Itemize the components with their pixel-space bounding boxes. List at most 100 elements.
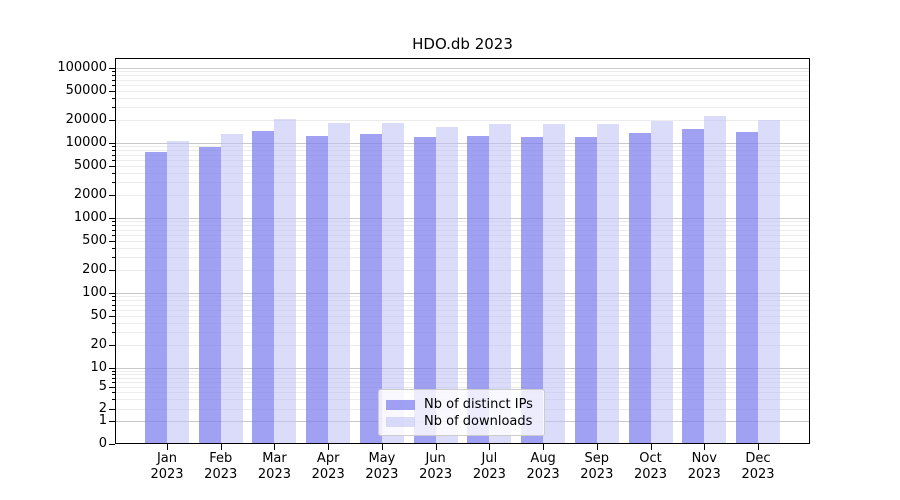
y-tick-label: 100000	[57, 60, 107, 75]
minor-gridline	[115, 374, 810, 376]
y-tick-mark	[109, 68, 115, 69]
y-tick-mark	[109, 315, 115, 317]
x-tick-month: Mar	[262, 451, 287, 466]
y-minor-tick-mark	[112, 225, 115, 227]
minor-gridline	[115, 315, 810, 317]
x-tick-month: Aug	[530, 451, 556, 466]
minor-gridline	[115, 229, 810, 231]
x-tick-month: Sep	[584, 451, 610, 466]
minor-gridline	[115, 225, 810, 227]
minor-gridline	[115, 240, 810, 242]
y-minor-tick-mark	[112, 75, 115, 77]
bar-downloads-nov	[704, 115, 727, 444]
y-tick-label: 100	[82, 285, 107, 300]
x-tick-label: Aug 2023	[511, 451, 575, 483]
y-minor-tick-mark	[112, 150, 115, 152]
bar-distinct-ips-may	[359, 133, 382, 444]
y-minor-tick-mark	[112, 229, 115, 231]
bar-distinct-ips-feb	[198, 146, 221, 444]
minor-gridline	[115, 387, 810, 388]
y-tick-mark	[109, 143, 115, 144]
y-tick-label: 2	[98, 401, 107, 416]
major-gridline	[115, 218, 810, 219]
legend-label-distinct-ips: Nb of distinct IPs	[424, 397, 533, 412]
y-tick-mark	[109, 195, 115, 197]
y-tick-mark	[109, 218, 115, 219]
minor-gridline	[115, 296, 810, 298]
minor-gridline	[115, 270, 810, 272]
y-tick-mark	[109, 293, 115, 294]
minor-gridline	[115, 247, 810, 249]
minor-gridline	[115, 150, 810, 152]
minor-gridline	[115, 377, 810, 379]
bar-downloads-mar	[274, 118, 297, 444]
x-tick-month: Dec	[745, 451, 771, 466]
minor-gridline	[115, 146, 810, 148]
bar-distinct-ips-dec	[735, 132, 758, 444]
y-tick-mark	[109, 240, 115, 242]
x-tick-mark	[328, 444, 330, 450]
bar-distinct-ips-mar	[252, 131, 275, 444]
x-tick-mark	[596, 444, 598, 450]
minor-gridline	[115, 382, 810, 383]
minor-gridline	[115, 257, 810, 259]
plot-area	[115, 58, 810, 444]
x-tick-year: 2023	[257, 467, 291, 482]
minor-gridline	[115, 309, 810, 311]
minor-gridline	[115, 165, 810, 167]
y-minor-tick-mark	[112, 97, 115, 99]
y-minor-tick-mark	[112, 392, 115, 394]
y-tick-label: 10000	[65, 135, 107, 150]
y-minor-tick-mark	[112, 84, 115, 86]
x-tick-month: Apr	[316, 451, 340, 466]
bar-distinct-ips-oct	[628, 132, 651, 444]
x-tick-mark	[704, 444, 706, 450]
x-tick-label: Dec 2023	[726, 451, 790, 483]
bar-downloads-feb	[220, 134, 243, 444]
x-tick-label: Jan 2023	[135, 451, 199, 483]
x-tick-year: 2023	[204, 467, 238, 482]
y-minor-tick-mark	[112, 182, 115, 184]
major-gridline	[115, 293, 810, 294]
y-minor-tick-mark	[112, 304, 115, 306]
y-tick-label: 200	[82, 262, 107, 278]
x-tick-label: Jun 2023	[404, 451, 468, 483]
major-gridline	[115, 143, 810, 144]
x-tick-mark	[757, 444, 759, 450]
y-tick-label: 0	[98, 436, 107, 451]
x-tick-label: Mar 2023	[242, 451, 306, 483]
legend-swatch-downloads-icon	[386, 416, 415, 427]
x-tick-mark	[220, 444, 222, 450]
x-tick-year: 2023	[311, 467, 345, 482]
y-minor-tick-mark	[112, 296, 115, 298]
legend-label-downloads: Nb of downloads	[424, 414, 533, 429]
minor-gridline	[115, 71, 810, 73]
y-minor-tick-mark	[112, 374, 115, 376]
bar-distinct-ips-apr	[306, 135, 329, 444]
y-minor-tick-mark	[112, 221, 115, 223]
y-minor-tick-mark	[112, 234, 115, 236]
y-minor-tick-mark	[112, 146, 115, 148]
minor-gridline	[115, 195, 810, 197]
x-tick-mark	[381, 444, 383, 450]
x-tick-mark	[650, 444, 652, 450]
minor-gridline	[115, 120, 810, 122]
chart-title: HDO.db 2023	[412, 35, 513, 53]
y-tick-mark	[109, 165, 115, 167]
minor-gridline	[115, 345, 810, 347]
bar-downloads-jul	[489, 123, 512, 444]
x-tick-month: Jul	[481, 451, 498, 466]
bar-downloads-sep	[596, 124, 619, 444]
y-minor-tick-mark	[112, 382, 115, 383]
x-tick-year: 2023	[741, 467, 775, 482]
y-tick-label: 1000	[73, 210, 107, 225]
x-tick-mark	[489, 444, 491, 450]
legend-swatch-distinct-ips-icon	[386, 399, 415, 410]
y-tick-mark	[109, 270, 115, 272]
y-minor-tick-mark	[112, 71, 115, 73]
bar-downloads-dec	[757, 119, 780, 444]
bar-downloads-aug	[543, 124, 566, 444]
x-tick-year: 2023	[580, 467, 614, 482]
minor-gridline	[115, 107, 810, 109]
